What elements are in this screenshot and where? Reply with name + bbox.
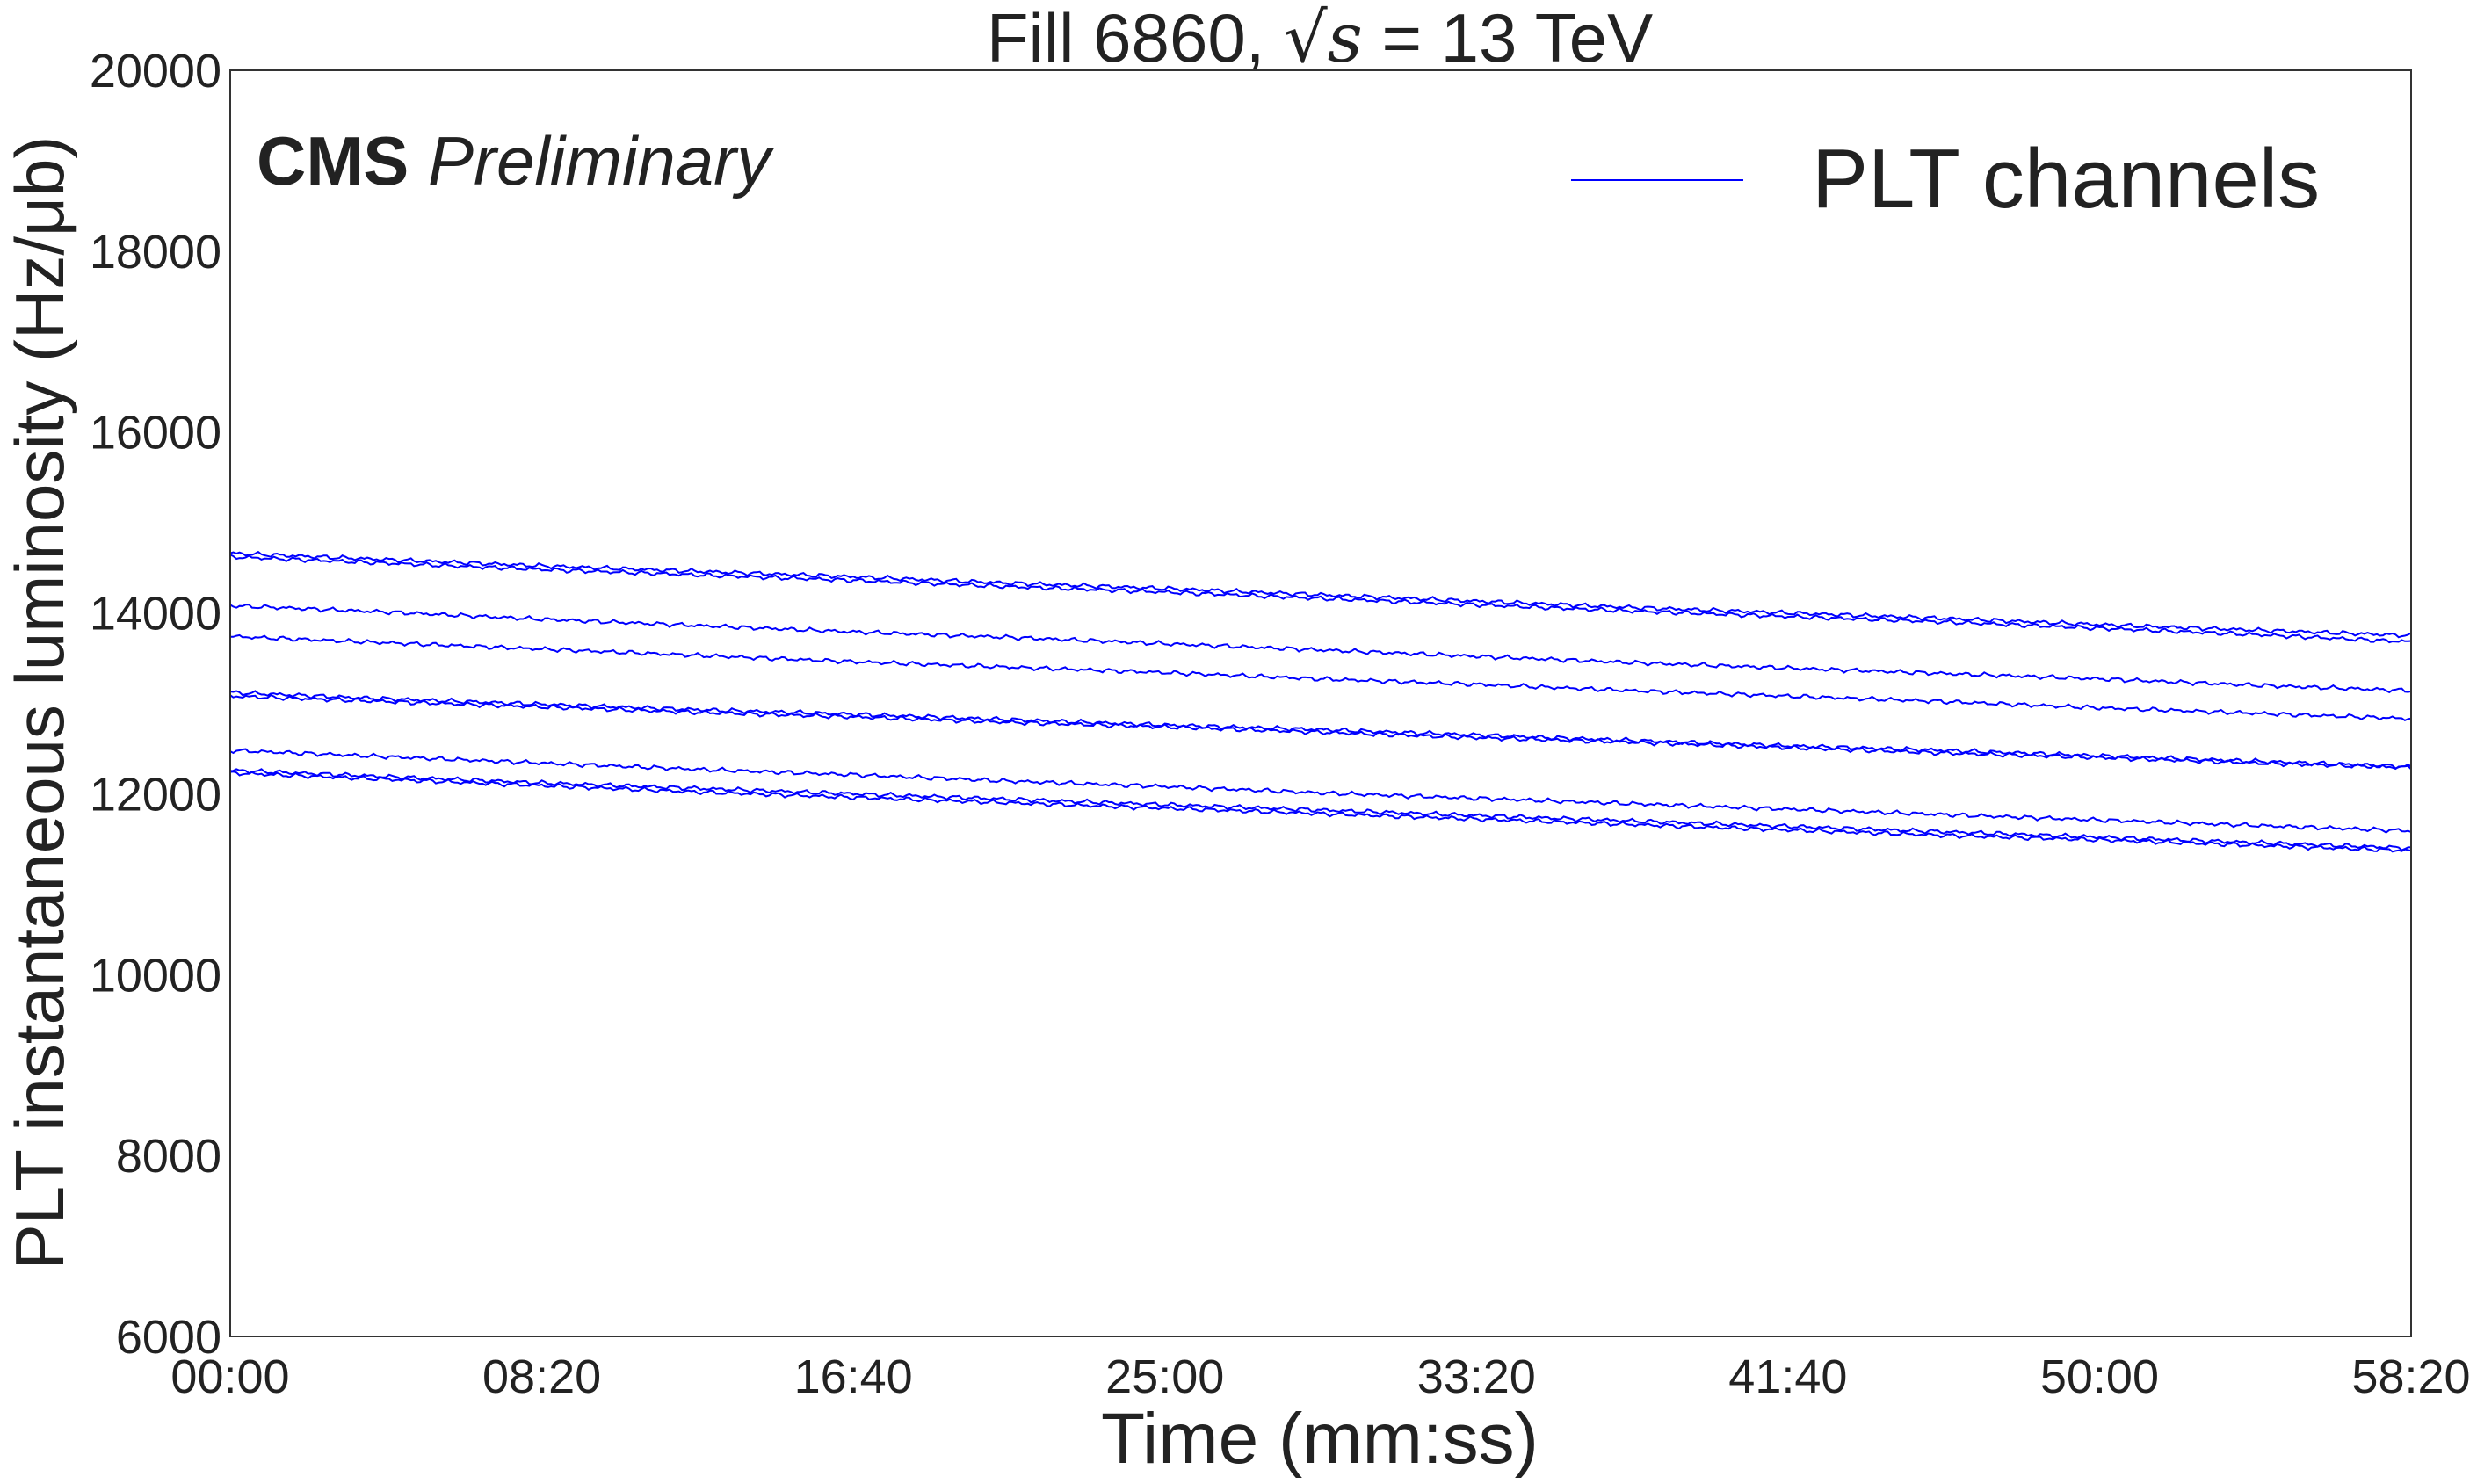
series-line — [229, 604, 2412, 694]
legend: PLT channels — [1571, 132, 2320, 226]
x-tick-label: 16:40 — [794, 1350, 913, 1403]
y-tick-label: 8000 — [116, 1130, 221, 1183]
y-tick-label: 18000 — [90, 226, 221, 279]
x-axis-label: Time (mm:ss) — [1101, 1399, 1539, 1479]
x-tick-label: 41:40 — [1728, 1350, 1847, 1403]
x-tick-label: 58:20 — [2351, 1350, 2470, 1403]
series-line — [229, 748, 2412, 834]
y-tick-label: 10000 — [90, 949, 221, 1002]
series-line — [229, 550, 2412, 639]
y-tick-label: 12000 — [90, 768, 221, 821]
cms-preliminary-label: CMS Preliminary — [257, 122, 774, 199]
x-tick-label: 25:00 — [1105, 1350, 1224, 1403]
x-tick-label: 33:20 — [1417, 1350, 1536, 1403]
plot-area — [229, 69, 2412, 1337]
series-line — [229, 554, 2412, 644]
y-axis-label: PLT instantaneous luminosity (Hz/μb) — [1, 136, 78, 1270]
series-line — [229, 768, 2412, 851]
x-tick-label: 00:00 — [170, 1350, 289, 1403]
series-group — [229, 550, 2412, 853]
legend-label: PLT channels — [1812, 132, 2320, 226]
y-axis: 6000 8000 10000 12000 14000 16000 18000 20000 — [90, 45, 221, 1364]
y-tick-label: 6000 — [116, 1311, 221, 1364]
series-line — [229, 771, 2412, 853]
x-tick-label: 50:00 — [2040, 1350, 2159, 1403]
series-line — [229, 633, 2412, 722]
chart-title: Fill 6860, √s = 13 TeV — [987, 0, 1653, 78]
y-tick-label: 20000 — [90, 45, 221, 98]
y-tick-label: 16000 — [90, 407, 221, 460]
y-tick-label: 14000 — [90, 588, 221, 641]
series-line — [229, 694, 2412, 771]
x-tick-label: 08:20 — [482, 1350, 601, 1403]
plot-frame — [229, 69, 2412, 1337]
x-axis: 00:00 08:20 16:40 25:00 33:20 41:40 50:00 58:20 — [170, 1350, 2470, 1403]
